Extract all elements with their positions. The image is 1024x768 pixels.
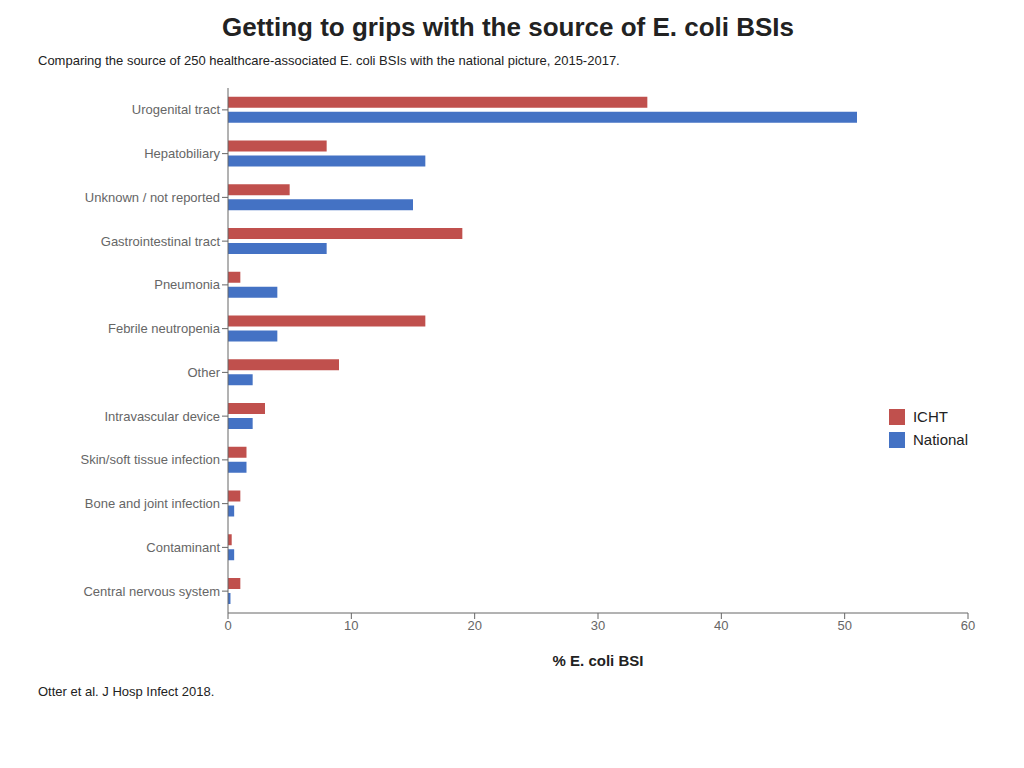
svg-text:Bone and joint infection: Bone and joint infection bbox=[85, 496, 220, 511]
svg-text:Febrile neutropenia: Febrile neutropenia bbox=[108, 321, 221, 336]
svg-text:40: 40 bbox=[714, 618, 728, 633]
html-text:ICHT: ICHT bbox=[913, 408, 948, 425]
svg-text:Skin/soft tissue infection: Skin/soft tissue infection bbox=[81, 452, 220, 467]
html-text:National: National bbox=[913, 431, 968, 448]
svg-text:Hepatobiliary: Hepatobiliary bbox=[144, 146, 220, 161]
html-text:Getting to grips with the sour: Getting to grips with the source of E. c… bbox=[222, 12, 794, 42]
svg-text:Contaminant: Contaminant bbox=[146, 540, 220, 555]
svg-text:30: 30 bbox=[591, 618, 605, 633]
svg-text:Unknown / not reported: Unknown / not reported bbox=[85, 190, 220, 205]
html-text:Otter et al. J Hosp Infect 201: Otter et al. J Hosp Infect 2018. bbox=[38, 684, 215, 699]
svg-text:0: 0 bbox=[224, 618, 231, 633]
svg-text:Gastrointestinal tract: Gastrointestinal tract bbox=[101, 234, 221, 249]
svg-text:Intravascular device: Intravascular device bbox=[104, 409, 220, 424]
svg-text:20: 20 bbox=[467, 618, 481, 633]
svg-text:Other: Other bbox=[187, 365, 220, 380]
svg-text:Central nervous system: Central nervous system bbox=[83, 584, 220, 599]
svg-text:60: 60 bbox=[961, 618, 975, 633]
svg-text:% E. coli BSI: % E. coli BSI bbox=[553, 652, 644, 669]
svg-text:Pneumonia: Pneumonia bbox=[154, 277, 221, 292]
svg-text:50: 50 bbox=[837, 618, 851, 633]
svg-text:10: 10 bbox=[344, 618, 358, 633]
svg-text:Urogenital tract: Urogenital tract bbox=[132, 102, 221, 117]
html-text:Comparing the source of 250 he: Comparing the source of 250 healthcare-a… bbox=[38, 53, 620, 68]
